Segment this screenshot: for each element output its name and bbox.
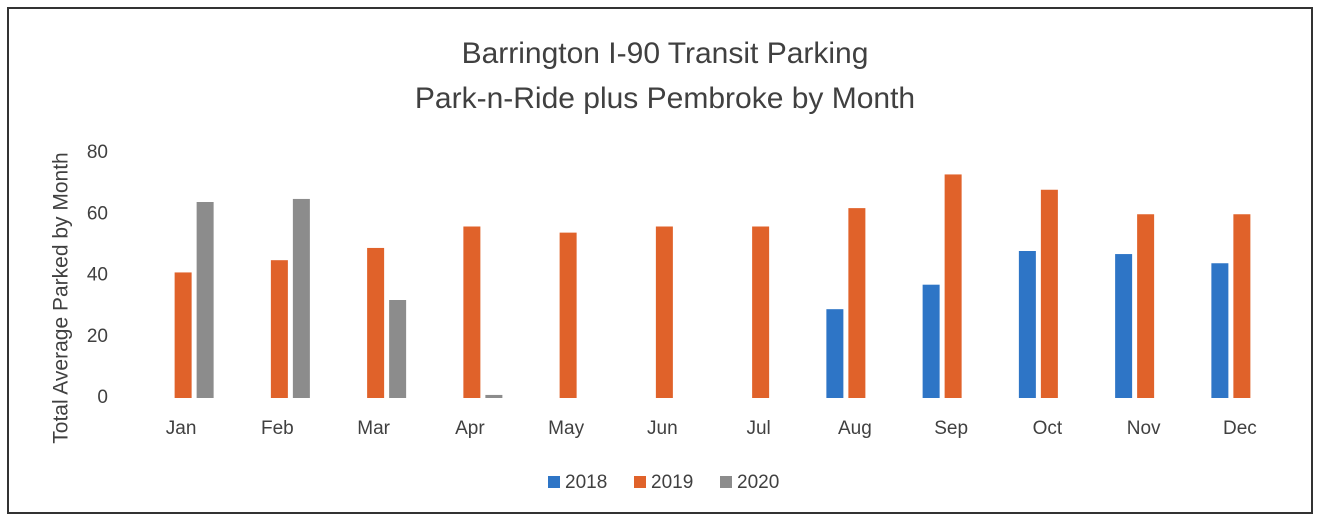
bar [922, 284, 940, 398]
bar [559, 232, 577, 398]
bar [944, 174, 962, 398]
y-tick-label: 80 [87, 142, 108, 163]
bar [389, 300, 407, 398]
bar [1137, 214, 1155, 398]
bar [196, 202, 214, 398]
bar [174, 272, 192, 398]
x-tick-label: May [548, 418, 584, 439]
x-tick-label: Feb [261, 418, 294, 439]
bar [1233, 214, 1251, 398]
bar [270, 260, 288, 398]
bar [848, 208, 866, 398]
x-tick-label: Jan [166, 418, 197, 439]
chart-subtitle: Park-n-Ride plus Pembroke by Month [415, 82, 915, 115]
bar [463, 226, 481, 398]
bar [1115, 254, 1133, 398]
y-tick-label: 0 [97, 387, 108, 408]
bar [826, 309, 844, 398]
x-tick-label: Aug [838, 418, 872, 439]
x-tick-label: Nov [1127, 418, 1161, 439]
bar [1211, 263, 1229, 398]
legend-swatch [720, 476, 732, 488]
x-tick-label: Apr [455, 418, 485, 439]
x-tick-label: Jun [647, 418, 678, 439]
bar [752, 226, 770, 398]
x-tick-label: Oct [1033, 418, 1063, 439]
legend-label: 2018 [565, 472, 607, 493]
x-tick-label: Sep [934, 418, 968, 439]
bar [367, 247, 385, 398]
y-tick-label: 40 [87, 265, 108, 286]
x-tick-label: Jul [746, 418, 770, 439]
bar [292, 198, 310, 398]
legend-swatch [548, 476, 560, 488]
legend-swatch [634, 476, 646, 488]
bar [1018, 251, 1036, 398]
legend-label: 2019 [651, 472, 693, 493]
chart-title: Barrington I-90 Transit Parking [462, 37, 869, 70]
bar [1040, 189, 1058, 398]
bar [655, 226, 673, 398]
x-tick-label: Mar [357, 418, 390, 439]
y-axis-label: Total Average Parked by Month [50, 152, 73, 443]
bar [485, 394, 503, 398]
y-tick-label: 20 [87, 326, 108, 347]
legend-label: 2020 [737, 472, 779, 493]
y-tick-label: 60 [87, 203, 108, 224]
x-tick-label: Dec [1223, 418, 1257, 439]
